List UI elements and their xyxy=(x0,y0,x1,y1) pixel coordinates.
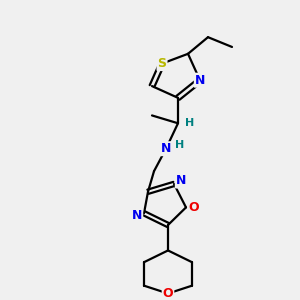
Text: N: N xyxy=(195,74,205,87)
Text: O: O xyxy=(163,287,173,300)
Text: N: N xyxy=(161,142,171,155)
Text: N: N xyxy=(132,209,142,222)
Text: H: H xyxy=(185,118,195,128)
Text: S: S xyxy=(158,57,166,70)
Text: O: O xyxy=(189,201,199,214)
Text: N: N xyxy=(176,175,186,188)
Text: H: H xyxy=(176,140,184,150)
